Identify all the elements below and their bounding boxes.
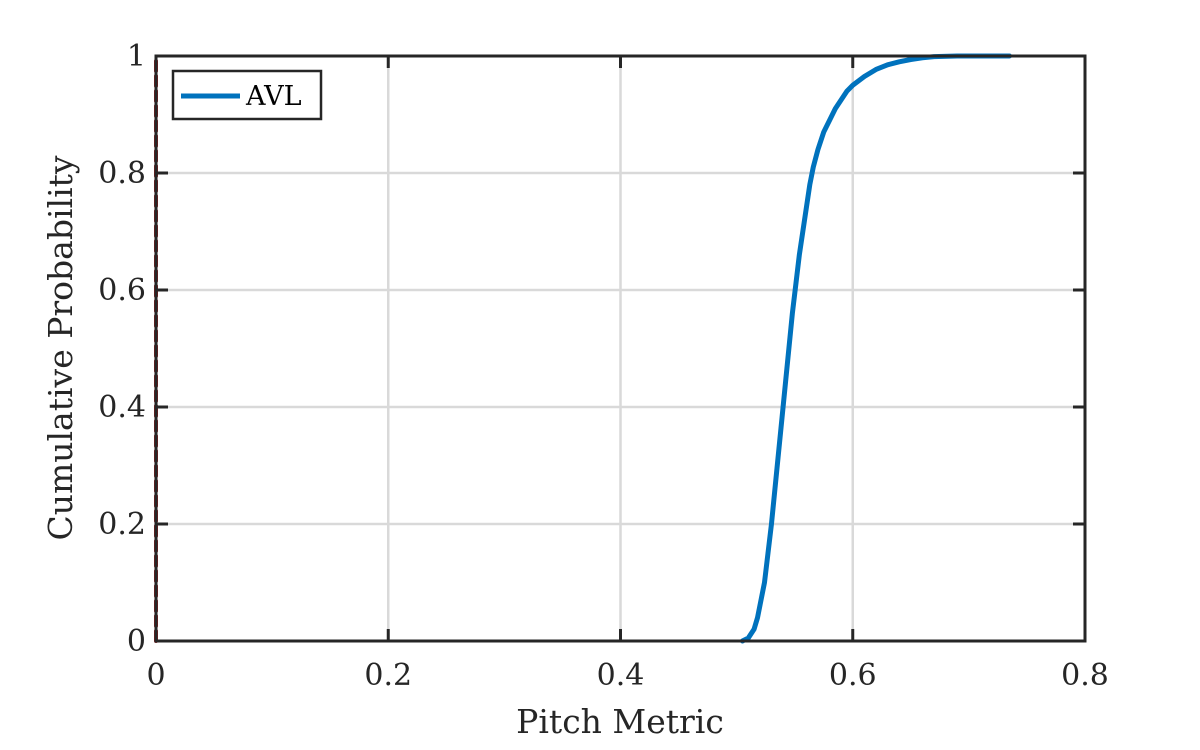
y-tick-label: 0.2: [98, 507, 146, 542]
legend-label-avl: AVL: [245, 81, 302, 112]
y-tick-label: 0.4: [98, 390, 146, 425]
legend: AVL: [171, 69, 323, 121]
x-tick-label: 0.4: [597, 658, 645, 693]
axis-ticks: 0 0.2 0.4 0.6 0.8 0 0.2 0.4 0.6 0.8 1: [98, 39, 1109, 693]
series-line-avl: [739, 53, 1013, 644]
x-tick-label: 0.8: [1061, 658, 1109, 693]
y-axis-label: Cumulative Probability: [41, 155, 80, 540]
grid-lines: [156, 56, 1085, 641]
x-tick-label: 0: [146, 658, 165, 693]
x-axis-label: Pitch Metric: [516, 702, 724, 741]
y-tick-label: 0.8: [98, 156, 146, 191]
y-tick-label: 1: [127, 39, 146, 74]
y-tick-label: 0.6: [98, 273, 146, 308]
y-tick-label: 0: [127, 624, 146, 659]
x-tick-label: 0.6: [829, 658, 877, 693]
x-tick-label: 0.2: [364, 658, 412, 693]
